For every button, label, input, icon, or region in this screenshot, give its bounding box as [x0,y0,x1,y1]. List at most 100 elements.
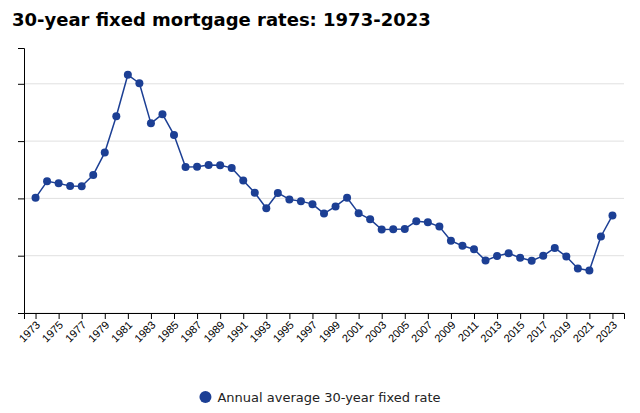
x-tick: 1975 [40,313,66,344]
point [182,163,190,171]
point [493,252,501,260]
y-tick-mark [18,141,24,142]
x-tick: 2003 [363,313,389,344]
x-tick: 1993 [247,313,273,344]
point [101,149,109,157]
x-tick-label: 2005 [386,319,412,345]
x-tick-mark [543,313,544,319]
x-tick-mark [312,313,313,319]
x-tick-mark [36,313,37,319]
x-tick-label: 2001 [340,319,366,345]
y-tick [18,141,24,142]
y-axis-line [18,49,25,314]
point [55,179,63,187]
point [308,200,316,208]
legend: Annual average 30-year fixed rate [199,390,440,405]
point [378,225,386,233]
y-tick-mark [18,313,24,314]
y-tick-mark [18,256,24,257]
point [216,161,224,169]
x-tick-label: 1975 [40,319,66,345]
point [239,177,247,185]
x-tick-mark [474,313,475,319]
x-tick-mark [82,313,83,319]
point [435,223,443,231]
x-tick: 1997 [293,313,319,344]
point [482,257,490,265]
point [366,215,374,223]
x-tick-mark [520,313,521,319]
point [66,182,74,190]
x-tick-label: 1979 [86,319,112,345]
point [355,209,363,217]
point [112,112,120,120]
chart: 30-year fixed mortgage rates: 1973-20231… [0,0,640,413]
point [32,194,40,202]
y-tick [18,84,24,85]
x-tick-mark [497,313,498,319]
point [274,189,282,197]
x-tick-mark [612,313,613,319]
x-tick-label: 2015 [501,319,527,345]
legend-label: Annual average 30-year fixed rate [217,390,440,405]
point [320,210,328,218]
x-tick-label: 2017 [524,319,550,345]
y-tick [18,256,24,257]
x-tick-label: 2007 [409,319,435,345]
x-tick-mark [359,313,360,319]
x-tick: 2011 [456,313,481,344]
x-tick-label: 1999 [316,319,342,345]
x-tick-mark [289,313,290,319]
x-tick-mark [105,313,106,319]
point [389,225,397,233]
grid-line [24,141,624,142]
x-tick-label: 1973 [16,319,42,345]
x-tick: 1983 [132,313,158,344]
x-axis: 1973197519771979198119831985198719891991… [16,313,624,344]
x-tick-mark [428,313,429,319]
x-tick: 2023 [593,313,619,344]
point [343,194,351,202]
grid-line [24,198,624,199]
x-tick-mark [382,313,383,319]
point [528,257,536,265]
point [574,264,582,272]
x-tick: 2005 [386,313,412,344]
point [297,197,305,205]
point [597,233,605,241]
point [147,119,155,127]
point [505,249,513,257]
point [285,195,293,203]
x-tick: 1999 [316,313,342,344]
point [401,225,409,233]
point [193,163,201,171]
x-tick-mark [197,313,198,319]
line [36,75,613,271]
x-tick-label: 2011 [456,319,481,344]
x-tick: 2009 [432,313,458,344]
x-tick-mark [451,313,452,319]
x-tick-mark [566,313,567,319]
x-tick-label: 1981 [109,319,135,345]
marks [32,71,617,275]
point [412,217,420,225]
x-tick-label: 1977 [63,319,89,345]
x-tick-label: 2009 [432,319,458,345]
point [262,204,270,212]
legend-item: Annual average 30-year fixed rate [199,390,440,405]
x-tick: 2007 [409,313,435,344]
x-tick-mark [174,313,175,319]
x-tick-label: 1985 [155,319,181,345]
point [458,242,466,250]
x-tick-label: 2013 [478,319,504,345]
x-tick: 2001 [340,313,366,344]
point [332,202,340,210]
x-tick: 2019 [547,313,573,344]
x-tick: 2021 [570,313,596,344]
point [424,218,432,226]
x-tick: 1989 [201,313,227,344]
x-tick-label: 1987 [178,319,204,345]
point [170,131,178,139]
y-tick [18,313,24,314]
point [251,189,259,197]
